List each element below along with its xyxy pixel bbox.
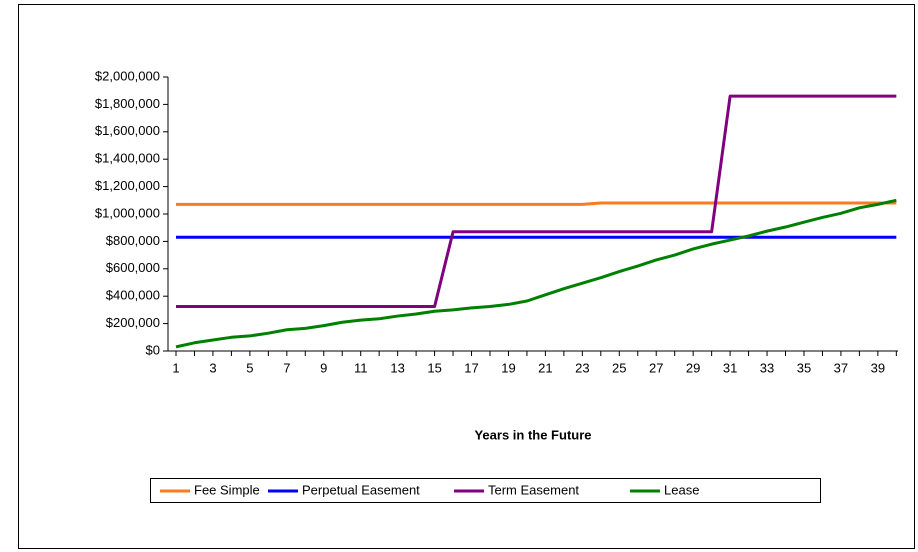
x-axis-title: Years in the Future xyxy=(474,427,591,442)
x-tick-label: 31 xyxy=(723,360,737,375)
chart-border xyxy=(18,4,915,549)
x-tick-label: 27 xyxy=(649,360,663,375)
legend-label: Fee Simple xyxy=(194,482,260,497)
y-tick-label: $1,400,000 xyxy=(95,151,160,166)
legend-label: Term Easement xyxy=(488,482,579,497)
y-tick-label: $1,600,000 xyxy=(95,123,160,138)
x-tick-label: 15 xyxy=(427,360,441,375)
x-tick-label: 7 xyxy=(283,360,290,375)
series-line xyxy=(176,94,897,308)
y-tick-label: $800,000 xyxy=(106,233,160,248)
y-tick-label: $1,800,000 xyxy=(95,96,160,111)
y-tick-label: $2,000,000 xyxy=(95,68,160,83)
y-tick-label: $1,200,000 xyxy=(95,178,160,193)
x-tick-label: 17 xyxy=(464,360,478,375)
legend-box xyxy=(150,478,821,503)
legend-label: Perpetual Easement xyxy=(302,482,420,497)
x-tick-label: 13 xyxy=(390,360,404,375)
y-tick-label: $0 xyxy=(146,342,160,357)
y-tick-label: $1,000,000 xyxy=(95,205,160,220)
legend-label: Lease xyxy=(664,482,699,497)
x-tick-label: 23 xyxy=(575,360,589,375)
series-line xyxy=(175,198,897,349)
x-tick-label: 39 xyxy=(871,360,885,375)
x-tick-label: 9 xyxy=(320,360,327,375)
x-tick-label: 29 xyxy=(686,360,700,375)
x-tick-label: 3 xyxy=(209,360,216,375)
y-tick-label: $200,000 xyxy=(106,315,160,330)
x-tick-label: 37 xyxy=(834,360,848,375)
y-tick-label: $600,000 xyxy=(106,260,160,275)
x-tick-label: 1 xyxy=(172,360,179,375)
x-tick-label: 11 xyxy=(354,360,368,375)
x-tick-label: 19 xyxy=(501,360,515,375)
series-line xyxy=(176,201,897,206)
x-tick-label: 5 xyxy=(246,360,253,375)
x-tick-label: 35 xyxy=(797,360,811,375)
x-tick-label: 21 xyxy=(538,360,552,375)
y-tick-label: $400,000 xyxy=(106,288,160,303)
x-tick-label: 33 xyxy=(760,360,774,375)
x-tick-label: 25 xyxy=(612,360,626,375)
